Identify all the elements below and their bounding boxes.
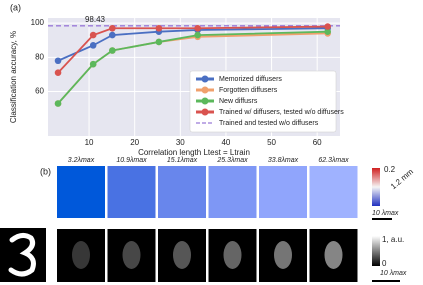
legend-label: New diffusrs [219, 98, 258, 105]
legend-marker [201, 97, 209, 105]
series-line [57, 30, 328, 105]
colorbar-label: 0 [382, 259, 387, 268]
intensity-map [158, 229, 206, 282]
intensity-blob [274, 241, 292, 269]
data-point [54, 69, 62, 77]
x-tick-label: 40 [221, 138, 230, 147]
x-tick-label: 20 [130, 138, 139, 147]
data-point [89, 42, 97, 49]
legend-label: Memorized diffusers [219, 76, 282, 83]
scale-label: 10 λmax [372, 210, 399, 217]
legend-box [189, 70, 337, 133]
data-point [194, 31, 201, 39]
panel-label: (b) [40, 166, 51, 176]
intensity-blob [324, 241, 343, 269]
intensity-map [107, 229, 156, 282]
legend-label: Forgotten diffusers [219, 87, 278, 94]
colorbar-label: 1, a.u. [382, 235, 404, 244]
phase-map [107, 166, 156, 218]
colorbar-label: 0.2 [384, 165, 396, 174]
series-line [57, 27, 328, 62]
data-point [155, 24, 163, 32]
data-point [109, 24, 116, 32]
series-line [57, 25, 328, 74]
x-tick-label: 60 [313, 138, 322, 147]
intensity-map [208, 229, 257, 282]
data-point [109, 47, 116, 54]
data-point [89, 31, 97, 39]
legend-label: Trained and tested w/o diffusers [219, 120, 319, 127]
reference-label: 98.43 [85, 15, 106, 24]
phase-map [57, 166, 105, 218]
legend: Memorized diffusers Forgotten diffusers Ne… [189, 70, 344, 133]
legend-marker [201, 86, 209, 94]
column-label: 3.2λmax [68, 157, 95, 164]
x-tick-label: 50 [267, 138, 276, 147]
phase-map [309, 166, 358, 218]
intensity-colorbar [372, 236, 380, 266]
data-point [54, 57, 62, 65]
intensity-blob [72, 241, 90, 269]
column-label: 15.1λmax [167, 157, 198, 164]
y-tick-label: 80 [35, 52, 44, 61]
column-label: 25.3λmax [216, 157, 248, 164]
column-label: 62.3λmax [318, 157, 349, 164]
data-point [194, 24, 201, 32]
phase-colorbar [372, 168, 380, 206]
column-label: 33.8λmax [268, 157, 299, 164]
intensity-blob [122, 241, 141, 269]
data-point [324, 28, 331, 35]
legend-marker [201, 108, 209, 116]
intensity-blob [173, 241, 191, 269]
panel-label: (a) [10, 2, 21, 12]
y-axis-label: Classification accuracy, % [9, 31, 18, 123]
data-point [324, 23, 331, 30]
intensity-map [57, 229, 105, 282]
legend-marker [201, 75, 209, 83]
data-point [89, 60, 97, 68]
scale-label: 10 λmax [380, 270, 407, 277]
phase-map [158, 166, 206, 218]
column-label: 10.9λmax [116, 157, 147, 164]
data-point [155, 38, 163, 46]
y-tick-label: 60 [35, 87, 44, 96]
legend-label: Trained w/ diffusers, tested w/o diffuse… [219, 109, 344, 116]
data-point [54, 100, 62, 107]
phase-map [259, 166, 307, 218]
phase-map [208, 166, 257, 218]
y-tick-label: 100 [31, 18, 45, 27]
x-axis-label: Correlation length Ltest = Ltrain [138, 148, 250, 157]
x-tick-label: 30 [176, 138, 185, 147]
digit-stroke [8, 232, 36, 277]
data-point [109, 31, 116, 39]
intensity-blob [223, 241, 242, 269]
x-tick-label: 10 [85, 138, 94, 147]
